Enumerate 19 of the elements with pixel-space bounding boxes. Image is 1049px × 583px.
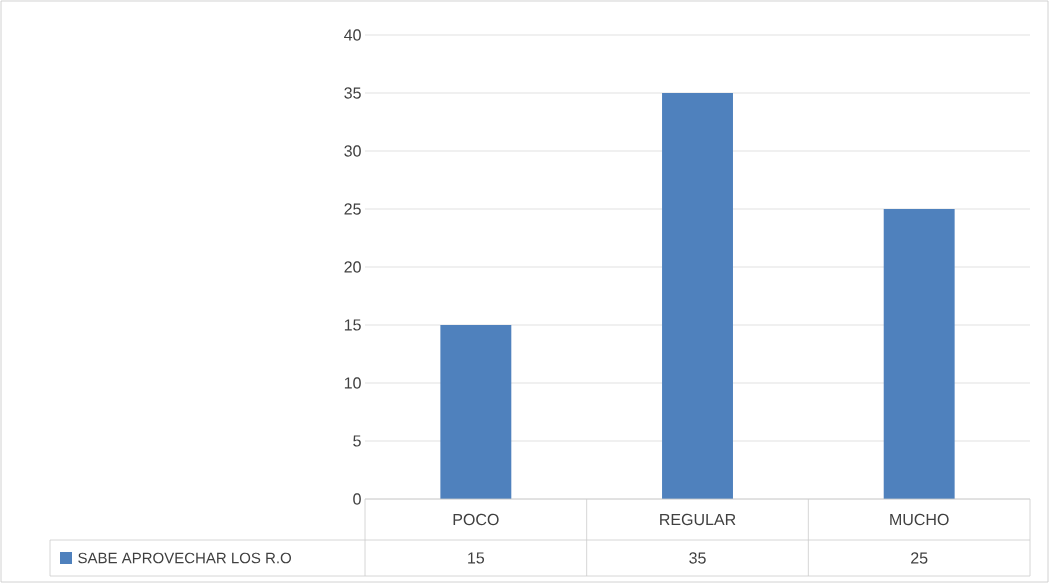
data-label: 25 [911, 552, 928, 564]
y-tick-label: 25 [344, 203, 361, 215]
bar [662, 93, 733, 499]
y-tick-label: 35 [344, 87, 361, 99]
data-label: 15 [468, 552, 485, 564]
data-label: 35 [689, 552, 706, 564]
y-tick-label: 10 [344, 377, 361, 389]
y-tick-label: 20 [344, 261, 361, 273]
y-tick-label: 15 [344, 319, 361, 331]
x-tick-label: MUCHO [890, 513, 949, 526]
y-tick-label: 30 [344, 145, 361, 157]
bar [883, 209, 955, 499]
x-tick-label: REGULAR [660, 513, 736, 526]
legend-label: SABE APROVECHAR LOS R.O [78, 552, 292, 564]
x-tick-label: POCO [453, 513, 499, 526]
y-tick-label: 0 [353, 493, 361, 505]
y-tick-label: 40 [344, 29, 361, 41]
y-tick-label: 5 [353, 435, 361, 447]
bar [440, 325, 512, 499]
